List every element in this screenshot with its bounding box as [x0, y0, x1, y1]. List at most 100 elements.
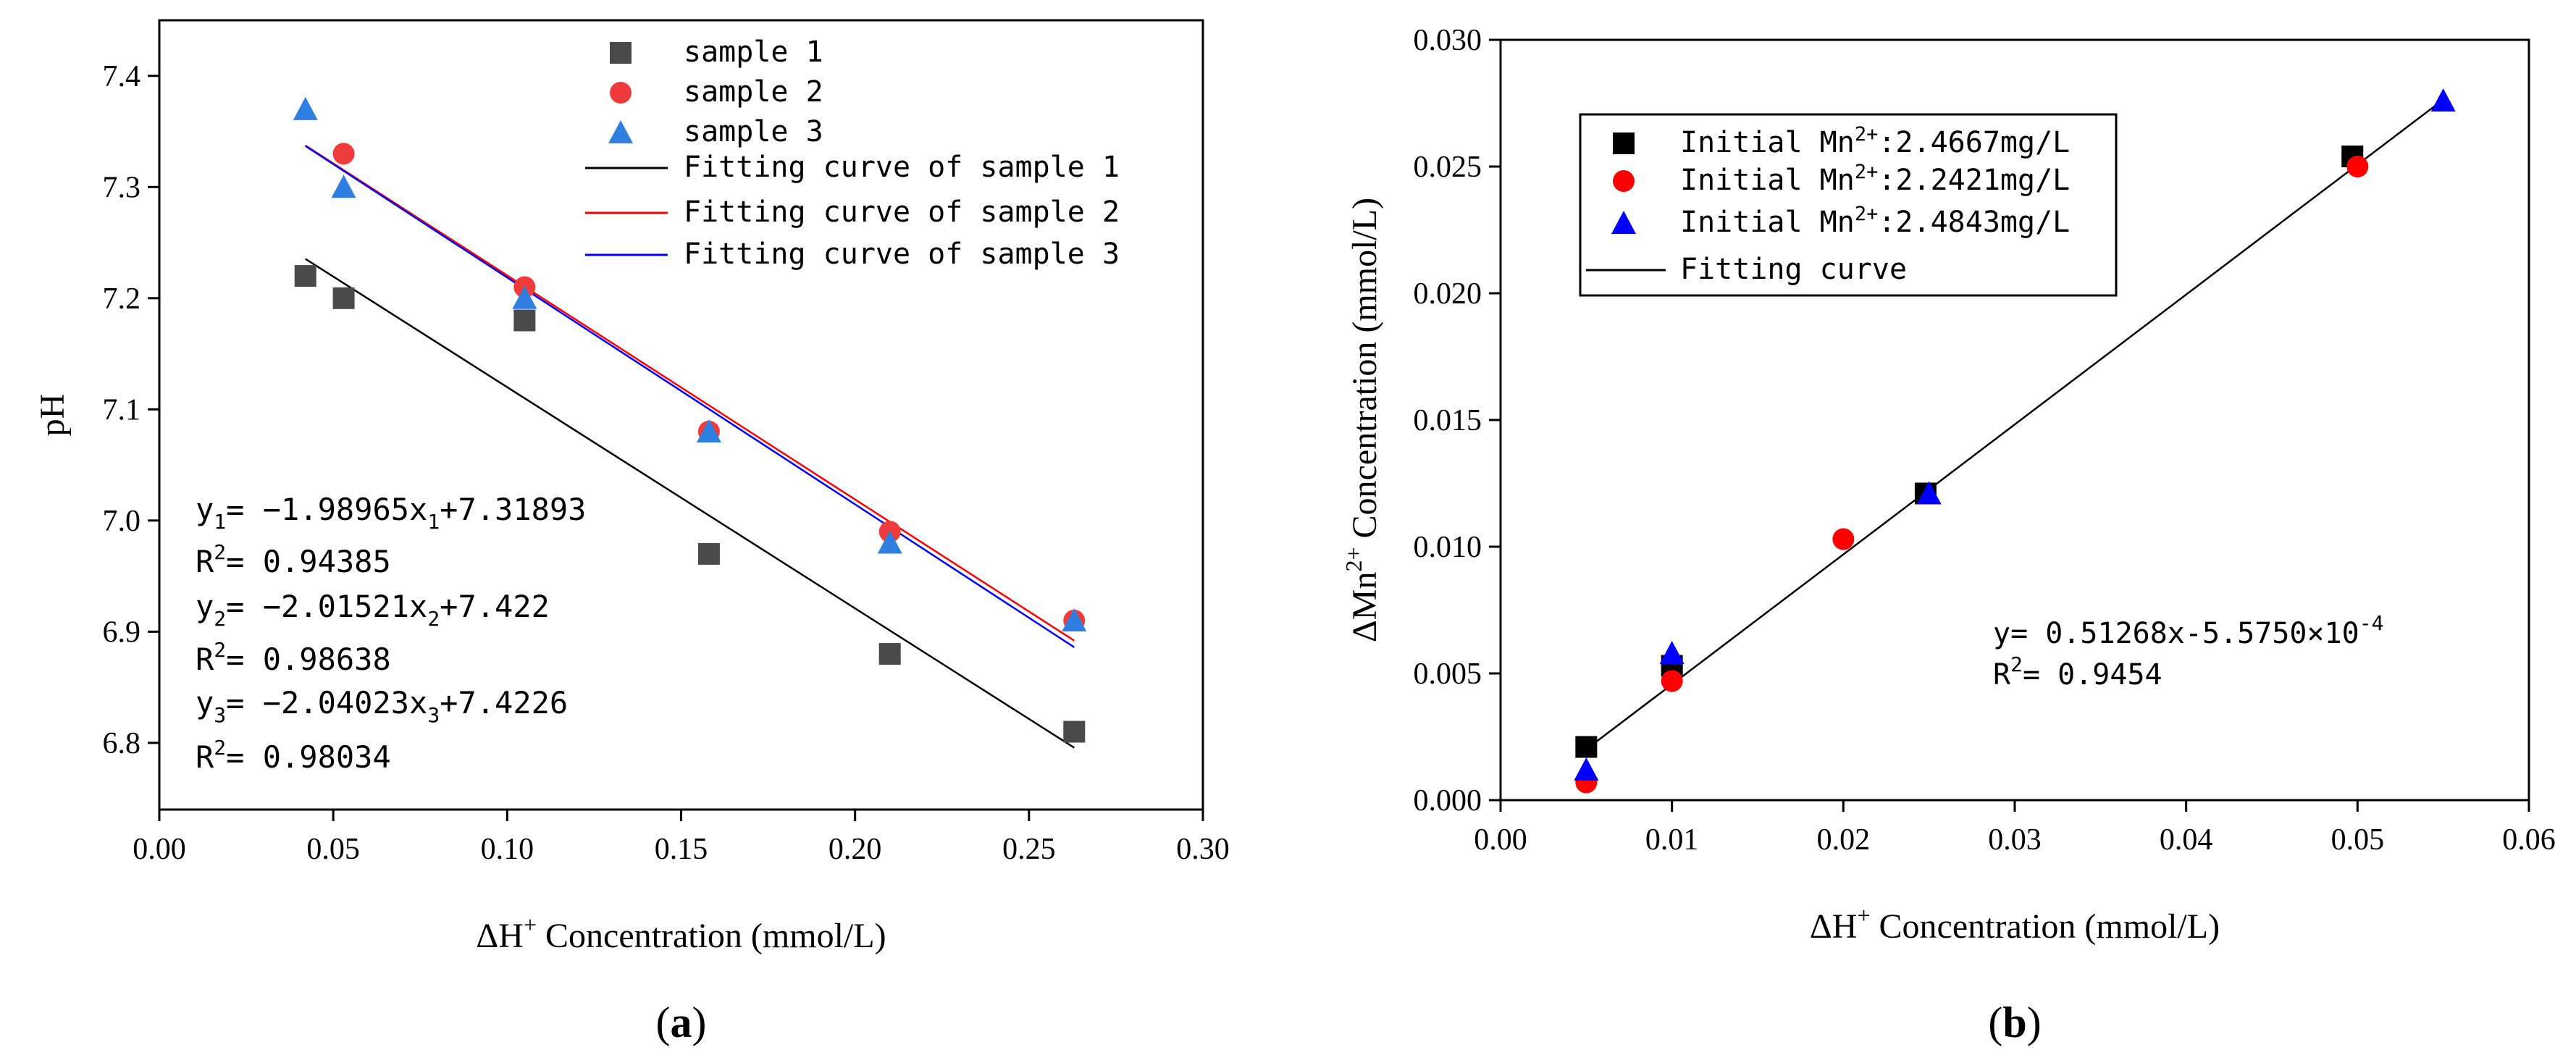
eq-rest: = 0.94385: [226, 544, 391, 579]
y-axis-label-main: ΔMn: [1346, 572, 1384, 643]
eq-rest: = −2.01521x: [226, 589, 427, 624]
eq-rest: = 0.98034: [226, 739, 391, 775]
data-point: [331, 175, 356, 198]
eq-main: y: [196, 492, 214, 527]
equation-line: R2= 0.94385: [196, 540, 391, 579]
legend-symbol: [1611, 211, 1636, 234]
y-axis-label-sup: 2+: [1341, 547, 1367, 571]
eq-sup: -4: [2359, 611, 2384, 635]
panel-letter: b: [2002, 999, 2026, 1046]
x-axis-label: ΔH+ Concentration (mmol/L): [476, 912, 886, 955]
data-point: [294, 265, 316, 287]
legend-label: sample 2: [684, 75, 823, 109]
x-tick-label: 0.00: [1474, 823, 1527, 857]
legend-label: Initial Mn2+:2.4667mg/L: [1680, 123, 2070, 159]
equation-line: y1= −1.98965x1+7.31893: [196, 492, 586, 534]
x-tick-label: 0.10: [481, 833, 534, 866]
eq-main: R: [196, 642, 214, 677]
data-point: [877, 530, 902, 554]
eq-rest: = 0.9454: [2023, 658, 2162, 692]
equation-line: R2= 0.9454: [1993, 652, 2162, 692]
eq-rest: = 0.98638: [226, 642, 391, 677]
x-tick-label: 0.05: [2331, 823, 2385, 857]
y-axis-label-rest: Concentration (mmol/L): [1346, 198, 1384, 547]
legend-label: Fitting curve: [1680, 253, 1907, 286]
eq-tail: +7.31893: [440, 492, 586, 527]
eq-sup: 2: [214, 638, 226, 662]
eq-main: y: [196, 685, 214, 720]
equation-line: y2= −2.01521x2+7.422: [196, 589, 550, 631]
legend-symbol: [1613, 170, 1635, 192]
y-tick-label: 0.015: [1414, 404, 1482, 437]
data-point: [1062, 608, 1087, 632]
equation-line: R2= 0.98034: [196, 736, 391, 775]
paren-close: ): [2027, 999, 2042, 1046]
x-axis-label: ΔH+ Concentration (mmol/L): [1810, 902, 2220, 946]
legend-label: Initial Mn2+:2.2421mg/L: [1680, 161, 2070, 197]
x-tick-label: 0.25: [1002, 833, 1056, 866]
legend-label: sample 1: [684, 35, 823, 69]
eq-tail: +7.4226: [440, 685, 568, 720]
y-tick-label: 7.3: [103, 171, 141, 204]
data-point: [512, 285, 537, 309]
chart-panel-a: 0.00 0.05 0.10 0.15 0.20 0.25 0.30 6.8 6.9 7.0 7.1…: [33, 19, 1230, 1046]
x-tick-label: 0.01: [1645, 823, 1699, 857]
legend-label-sup: 2+: [1855, 161, 1879, 183]
legend-label-sup: 2+: [1855, 123, 1879, 146]
data-point: [697, 542, 720, 565]
y-tick-label: 0.000: [1414, 784, 1482, 818]
eq-sub: 3: [214, 703, 226, 727]
legend-label-post: :2.4667mg/L: [1878, 126, 2070, 159]
fit-line-1: [305, 258, 1075, 749]
eq-rest: = −2.04023x: [226, 685, 427, 720]
panel-label: (b): [1988, 999, 2041, 1046]
y-tick-label: 0.020: [1414, 277, 1482, 311]
data-point: [696, 419, 721, 443]
eq-sub: 1: [214, 510, 226, 534]
x-tick-label: 0.06: [2502, 823, 2556, 857]
legend-label-post: :2.2421mg/L: [1878, 164, 2070, 197]
y-axis-label: ΔMn2+ Concentration (mmol/L): [1341, 198, 1384, 642]
legend-label-pre: Initial Mn: [1680, 164, 1855, 197]
y-tick-label: 7.2: [103, 282, 141, 316]
eq-main: y: [196, 589, 214, 624]
chart-panel-b: 0.00 0.01 0.02 0.03 0.04 0.05 0.06 0.000 0.005 0.…: [1341, 24, 2556, 1046]
data-point: [1063, 720, 1086, 743]
data-point: [293, 96, 318, 120]
x-tick-label: 0.02: [1817, 823, 1871, 857]
x-axis-label-sup: +: [1857, 902, 1870, 928]
series-3: [1574, 88, 2456, 781]
legend-box: [1579, 113, 2118, 297]
y-tick-label: 0.010: [1414, 531, 1482, 564]
eq-main: R: [196, 739, 214, 775]
x-axis-label-sup: +: [524, 912, 537, 938]
y-tick-label: 7.1: [103, 393, 141, 427]
series-3: [293, 96, 1087, 632]
y-tick-label: 0.005: [1414, 657, 1482, 691]
x-tick-label: 0.15: [655, 833, 708, 866]
eq-sub: 2: [427, 607, 440, 631]
y-tick-label: 6.9: [103, 615, 141, 649]
y-tick-label: 0.030: [1414, 24, 1482, 57]
eq-tail: +7.422: [440, 589, 550, 624]
x-tick-label: 0.00: [133, 833, 186, 866]
data-point: [878, 643, 901, 665]
panel-label: (a): [656, 999, 707, 1046]
y-axis-label-main: pH: [33, 394, 72, 437]
legend-label-sup: 2+: [1855, 203, 1879, 225]
paren-open: (: [656, 999, 671, 1046]
legend-label: Initial Mn2+:2.4843mg/L: [1680, 203, 2070, 239]
eq-rest: = −1.98965x: [226, 492, 427, 527]
eq-main: y= 0.51268x-5.5750×10: [1993, 617, 2359, 650]
data-point: [2430, 88, 2456, 112]
legend-label: Fitting curve of sample 1: [684, 151, 1120, 184]
legend-label-post: :2.4843mg/L: [1878, 206, 2070, 239]
series-1: [294, 265, 1086, 743]
y-tick-label: 0.025: [1414, 151, 1482, 184]
legend-label: sample 3: [684, 115, 823, 148]
data-point: [513, 309, 536, 332]
x-tick-label: 0.05: [306, 833, 360, 866]
